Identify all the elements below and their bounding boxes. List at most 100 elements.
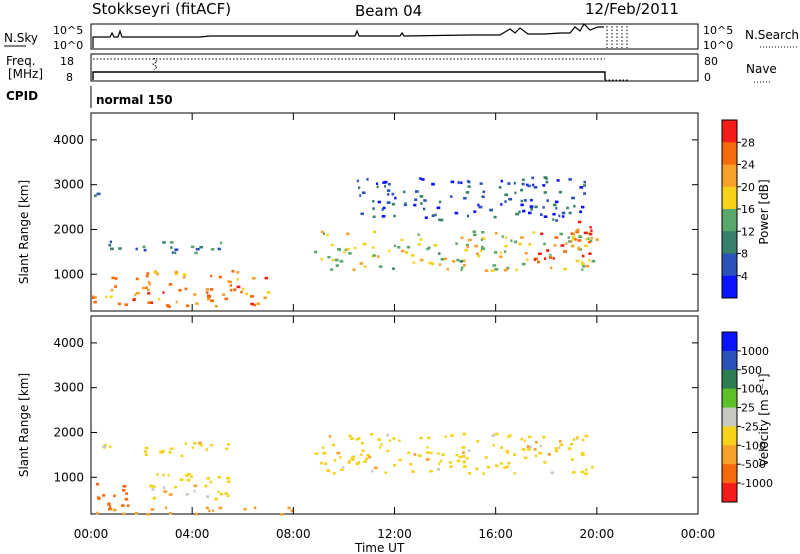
range-cell	[462, 451, 465, 454]
range-cell	[467, 180, 471, 184]
range-cell	[355, 462, 360, 465]
range-cell	[146, 513, 150, 516]
colorbar-tick-label: 28	[741, 136, 755, 149]
range-cell	[438, 462, 441, 466]
range-cell	[323, 232, 325, 236]
range-cell	[147, 301, 152, 304]
range-cell	[314, 452, 319, 455]
range-cell	[169, 447, 174, 450]
range-cell	[563, 250, 568, 253]
range-cell	[386, 189, 391, 192]
range-cell	[466, 245, 469, 249]
range-cell	[198, 441, 202, 445]
range-cell	[571, 232, 575, 236]
range-cell	[371, 469, 374, 473]
range-cell	[207, 295, 212, 298]
range-cell	[381, 215, 386, 218]
range-cell	[114, 277, 118, 280]
range-cell	[199, 245, 203, 249]
range-cell	[499, 251, 502, 255]
range-cell	[182, 276, 186, 279]
range-cell	[534, 257, 538, 261]
range-cell	[521, 448, 526, 451]
range-cell	[540, 213, 543, 216]
range-cell	[337, 247, 341, 251]
x-axis-label: Time UT	[354, 541, 405, 554]
range-cell	[151, 488, 155, 491]
range-cell	[339, 456, 342, 459]
range-cell	[489, 208, 493, 212]
range-cell	[585, 264, 590, 268]
colorbar-swatch	[722, 407, 737, 427]
range-cell	[543, 191, 547, 194]
range-cell	[205, 288, 209, 291]
range-cell	[513, 181, 516, 185]
range-cell	[382, 206, 386, 210]
range-cell	[461, 446, 466, 449]
y-tick-label: 1000	[53, 470, 84, 484]
range-cell	[175, 300, 178, 304]
range-cell	[369, 432, 374, 436]
range-cell	[256, 302, 260, 306]
range-cell	[381, 208, 384, 211]
range-cell	[146, 288, 150, 292]
range-cell	[501, 235, 504, 238]
range-cell	[372, 207, 375, 210]
range-cell	[179, 478, 184, 481]
colorbar-swatch	[722, 464, 737, 484]
range-cell	[484, 456, 488, 459]
colorbar-tick-label: 16	[741, 203, 755, 216]
range-cell	[500, 203, 503, 206]
range-cell	[108, 243, 112, 247]
range-cell	[452, 260, 456, 263]
range-cell	[373, 466, 378, 470]
range-cell	[334, 258, 339, 262]
range-cell	[481, 195, 485, 198]
colorbar-tick-label: -1000	[741, 477, 773, 490]
range-cell	[559, 232, 564, 236]
range-cell	[95, 482, 100, 486]
range-cell	[136, 291, 140, 295]
range-cell	[542, 435, 546, 439]
range-cell	[212, 509, 215, 512]
range-cell	[568, 178, 572, 181]
range-cell	[184, 442, 187, 445]
range-cell	[419, 258, 424, 262]
range-cell	[403, 190, 406, 194]
range-cell	[146, 272, 150, 275]
range-cell	[550, 471, 554, 475]
range-cell	[384, 471, 387, 474]
y-tick-label: 3000	[53, 178, 84, 192]
range-cell	[190, 245, 195, 249]
range-cell	[542, 184, 546, 187]
nsearch-label: N.Search	[745, 28, 799, 42]
range-cell	[439, 263, 442, 266]
range-cell	[443, 257, 448, 261]
range-cell	[450, 434, 454, 437]
range-cell	[168, 283, 173, 286]
range-cell	[110, 288, 114, 292]
range-cell	[346, 232, 350, 236]
range-cell	[467, 472, 472, 475]
range-cell	[426, 446, 429, 449]
y-tick-label: 3000	[53, 381, 84, 395]
range-cell	[185, 493, 189, 496]
range-cell	[411, 470, 415, 473]
x-tick-label: 00:00	[74, 527, 109, 541]
power-colorbar: 4 8 12 16 20 24 28	[721, 119, 755, 299]
range-cell	[331, 443, 336, 447]
range-cell	[440, 218, 444, 222]
range-cell	[227, 443, 230, 446]
range-cell	[545, 180, 549, 184]
range-cell	[510, 239, 513, 242]
range-cell	[156, 473, 159, 476]
range-cell	[178, 289, 182, 292]
range-cell	[147, 292, 151, 295]
range-cell	[543, 242, 546, 246]
range-cell	[419, 238, 423, 241]
range-cell	[372, 246, 375, 249]
range-cell	[581, 205, 585, 209]
range-cell	[527, 448, 531, 451]
range-cell	[388, 249, 391, 253]
range-cell	[494, 432, 499, 436]
